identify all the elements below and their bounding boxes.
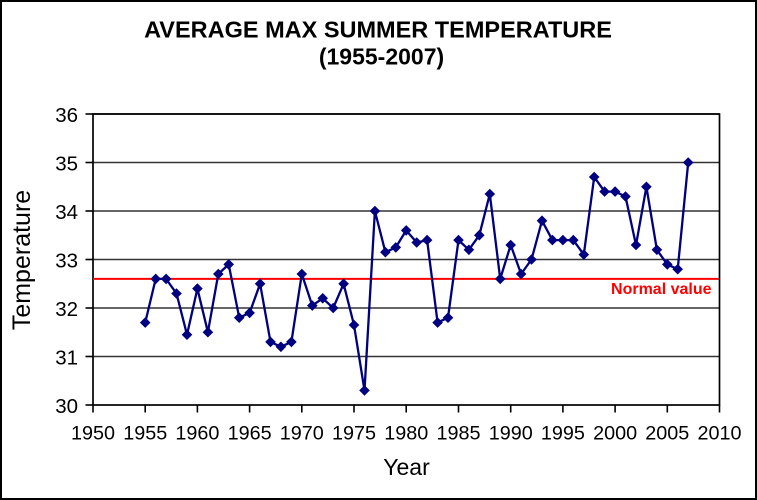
svg-text:36: 36	[55, 104, 78, 127]
svg-text:1990: 1990	[489, 423, 533, 445]
svg-text:AVERAGE MAX SUMMER TEMPERATURE: AVERAGE MAX SUMMER TEMPERATURE	[144, 17, 612, 43]
svg-text:2000: 2000	[593, 423, 637, 445]
svg-text:2010: 2010	[697, 423, 741, 445]
svg-text:2005: 2005	[645, 423, 689, 445]
svg-text:1965: 1965	[228, 423, 272, 445]
svg-text:1975: 1975	[332, 423, 376, 445]
svg-text:Temperature: Temperature	[8, 190, 36, 330]
svg-text:35: 35	[55, 153, 78, 176]
svg-text:1955: 1955	[123, 423, 167, 445]
svg-text:1995: 1995	[541, 423, 585, 445]
svg-text:1980: 1980	[384, 423, 428, 445]
svg-text:1950: 1950	[71, 423, 115, 445]
svg-text:32: 32	[55, 298, 78, 321]
svg-text:1985: 1985	[436, 423, 480, 445]
svg-text:31: 31	[55, 347, 78, 370]
svg-text:1960: 1960	[175, 423, 219, 445]
svg-text:Year: Year	[383, 454, 430, 480]
svg-text:(1955-2007): (1955-2007)	[319, 44, 444, 70]
svg-text:34: 34	[55, 201, 78, 224]
svg-text:1970: 1970	[280, 423, 324, 445]
svg-text:33: 33	[55, 250, 78, 273]
svg-text:30: 30	[55, 395, 78, 418]
svg-text:Normal value: Normal value	[611, 281, 712, 298]
